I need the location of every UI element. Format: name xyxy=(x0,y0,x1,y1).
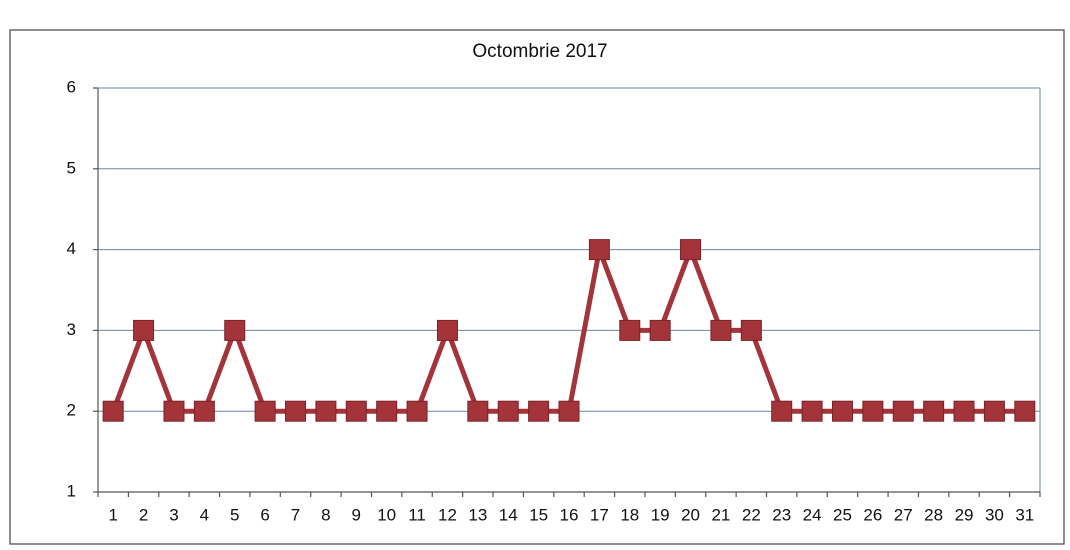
x-tick-label: 19 xyxy=(651,505,670,524)
x-tick-label: 28 xyxy=(924,505,943,524)
x-tick-label: 7 xyxy=(291,505,300,524)
marker xyxy=(315,400,337,422)
marker xyxy=(801,400,823,422)
x-tick-label: 29 xyxy=(955,505,974,524)
x-tick-label: 25 xyxy=(833,505,852,524)
marker xyxy=(892,400,914,422)
marker xyxy=(1014,400,1036,422)
x-tick-label: 18 xyxy=(620,505,639,524)
chart-title: Octombrie 2017 xyxy=(472,41,607,62)
marker xyxy=(619,319,641,341)
x-tick-label: 23 xyxy=(772,505,791,524)
x-tick-label: 3 xyxy=(169,505,178,524)
marker xyxy=(254,400,276,422)
marker xyxy=(376,400,398,422)
marker xyxy=(224,319,246,341)
marker xyxy=(680,239,702,261)
marker xyxy=(345,400,367,422)
x-tick-label: 21 xyxy=(711,505,730,524)
y-tick-label: 4 xyxy=(67,239,76,258)
marker xyxy=(285,400,307,422)
marker xyxy=(558,400,580,422)
marker xyxy=(467,400,489,422)
y-tick-label: 2 xyxy=(67,401,76,420)
x-tick-label: 27 xyxy=(894,505,913,524)
x-tick-label: 26 xyxy=(863,505,882,524)
y-tick-label: 5 xyxy=(67,158,76,177)
x-tick-label: 1 xyxy=(108,505,117,524)
marker xyxy=(983,400,1005,422)
marker xyxy=(831,400,853,422)
marker xyxy=(862,400,884,422)
marker xyxy=(497,400,519,422)
x-tick-label: 8 xyxy=(321,505,330,524)
x-tick-label: 12 xyxy=(438,505,457,524)
x-tick-label: 10 xyxy=(377,505,396,524)
x-tick-label: 2 xyxy=(139,505,148,524)
x-tick-label: 6 xyxy=(260,505,269,524)
marker xyxy=(740,319,762,341)
marker xyxy=(133,319,155,341)
marker xyxy=(406,400,428,422)
marker xyxy=(528,400,550,422)
x-tick-label: 16 xyxy=(560,505,579,524)
marker xyxy=(710,319,732,341)
y-tick-label: 1 xyxy=(67,481,76,500)
x-tick-label: 14 xyxy=(499,505,518,524)
marker xyxy=(649,319,671,341)
marker xyxy=(953,400,975,422)
y-tick-label: 3 xyxy=(67,320,76,339)
marker xyxy=(163,400,185,422)
x-tick-label: 15 xyxy=(529,505,548,524)
x-tick-label: 17 xyxy=(590,505,609,524)
x-tick-label: 31 xyxy=(1015,505,1034,524)
y-tick-label: 6 xyxy=(67,77,76,96)
marker xyxy=(436,319,458,341)
x-tick-label: 4 xyxy=(200,505,209,524)
x-tick-label: 24 xyxy=(803,505,822,524)
marker xyxy=(771,400,793,422)
x-tick-label: 11 xyxy=(408,505,426,524)
x-tick-label: 22 xyxy=(742,505,761,524)
marker xyxy=(923,400,945,422)
x-tick-label: 5 xyxy=(230,505,239,524)
marker xyxy=(588,239,610,261)
x-tick-label: 20 xyxy=(681,505,700,524)
chart-frame xyxy=(9,29,1065,545)
marker xyxy=(102,400,124,422)
x-tick-label: 13 xyxy=(468,505,487,524)
x-tick-label: 30 xyxy=(985,505,1004,524)
x-tick-label: 9 xyxy=(352,505,361,524)
marker xyxy=(193,400,215,422)
